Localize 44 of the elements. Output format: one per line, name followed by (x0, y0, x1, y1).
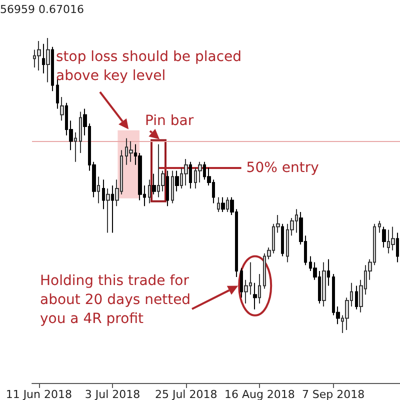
candlestick (253, 282, 257, 310)
candlestick (51, 46, 54, 92)
text: 56959 0.67016 (0, 2, 85, 18)
candlestick (106, 188, 110, 234)
candlestick (60, 96, 64, 122)
candlestick (258, 274, 261, 304)
candlestick (322, 262, 326, 307)
candlestick (56, 78, 59, 110)
candlestick (396, 232, 399, 263)
candlestick (391, 226, 395, 251)
candlestick (382, 226, 386, 248)
candlestick (111, 185, 114, 234)
candlestick (184, 158, 188, 186)
candlestick (327, 258, 330, 286)
candlestick (148, 179, 151, 204)
candlestick (226, 196, 229, 213)
x-tick-label: 16 Aug 2018 (224, 388, 295, 400)
candlestick (129, 140, 133, 162)
candlestick (79, 111, 82, 154)
candlestick (97, 176, 100, 204)
x-tick-label: 11 Jun 2018 (6, 388, 72, 400)
x-tick-label: 7 Sep 2018 (302, 388, 365, 400)
ref-line-label: 50% entry (246, 160, 319, 176)
candlestick (37, 40, 41, 71)
candlestick (42, 43, 45, 74)
candlestick (217, 196, 220, 213)
candlestick (221, 196, 225, 213)
x-tick-label: 25 Jul 2018 (154, 388, 218, 400)
annotation: Pin bar (145, 112, 195, 131)
candlestick (175, 170, 179, 192)
annotation: stop loss should be placed above key level (56, 48, 243, 86)
candlestick (102, 179, 105, 210)
candlestick (378, 220, 381, 234)
x-tick-label: 3 Jul 2018 (84, 388, 140, 400)
candlestick (281, 223, 284, 257)
candlestick (355, 285, 358, 310)
candlestick (46, 38, 50, 83)
annotation: Holding this trade for about 20 days netted you a 4R profit (40, 272, 192, 329)
candlestick (74, 132, 77, 162)
candlestick (152, 173, 156, 195)
candlestick (189, 161, 192, 189)
candlestick (171, 170, 174, 204)
candlestick (240, 268, 243, 298)
candlestick (166, 170, 169, 207)
